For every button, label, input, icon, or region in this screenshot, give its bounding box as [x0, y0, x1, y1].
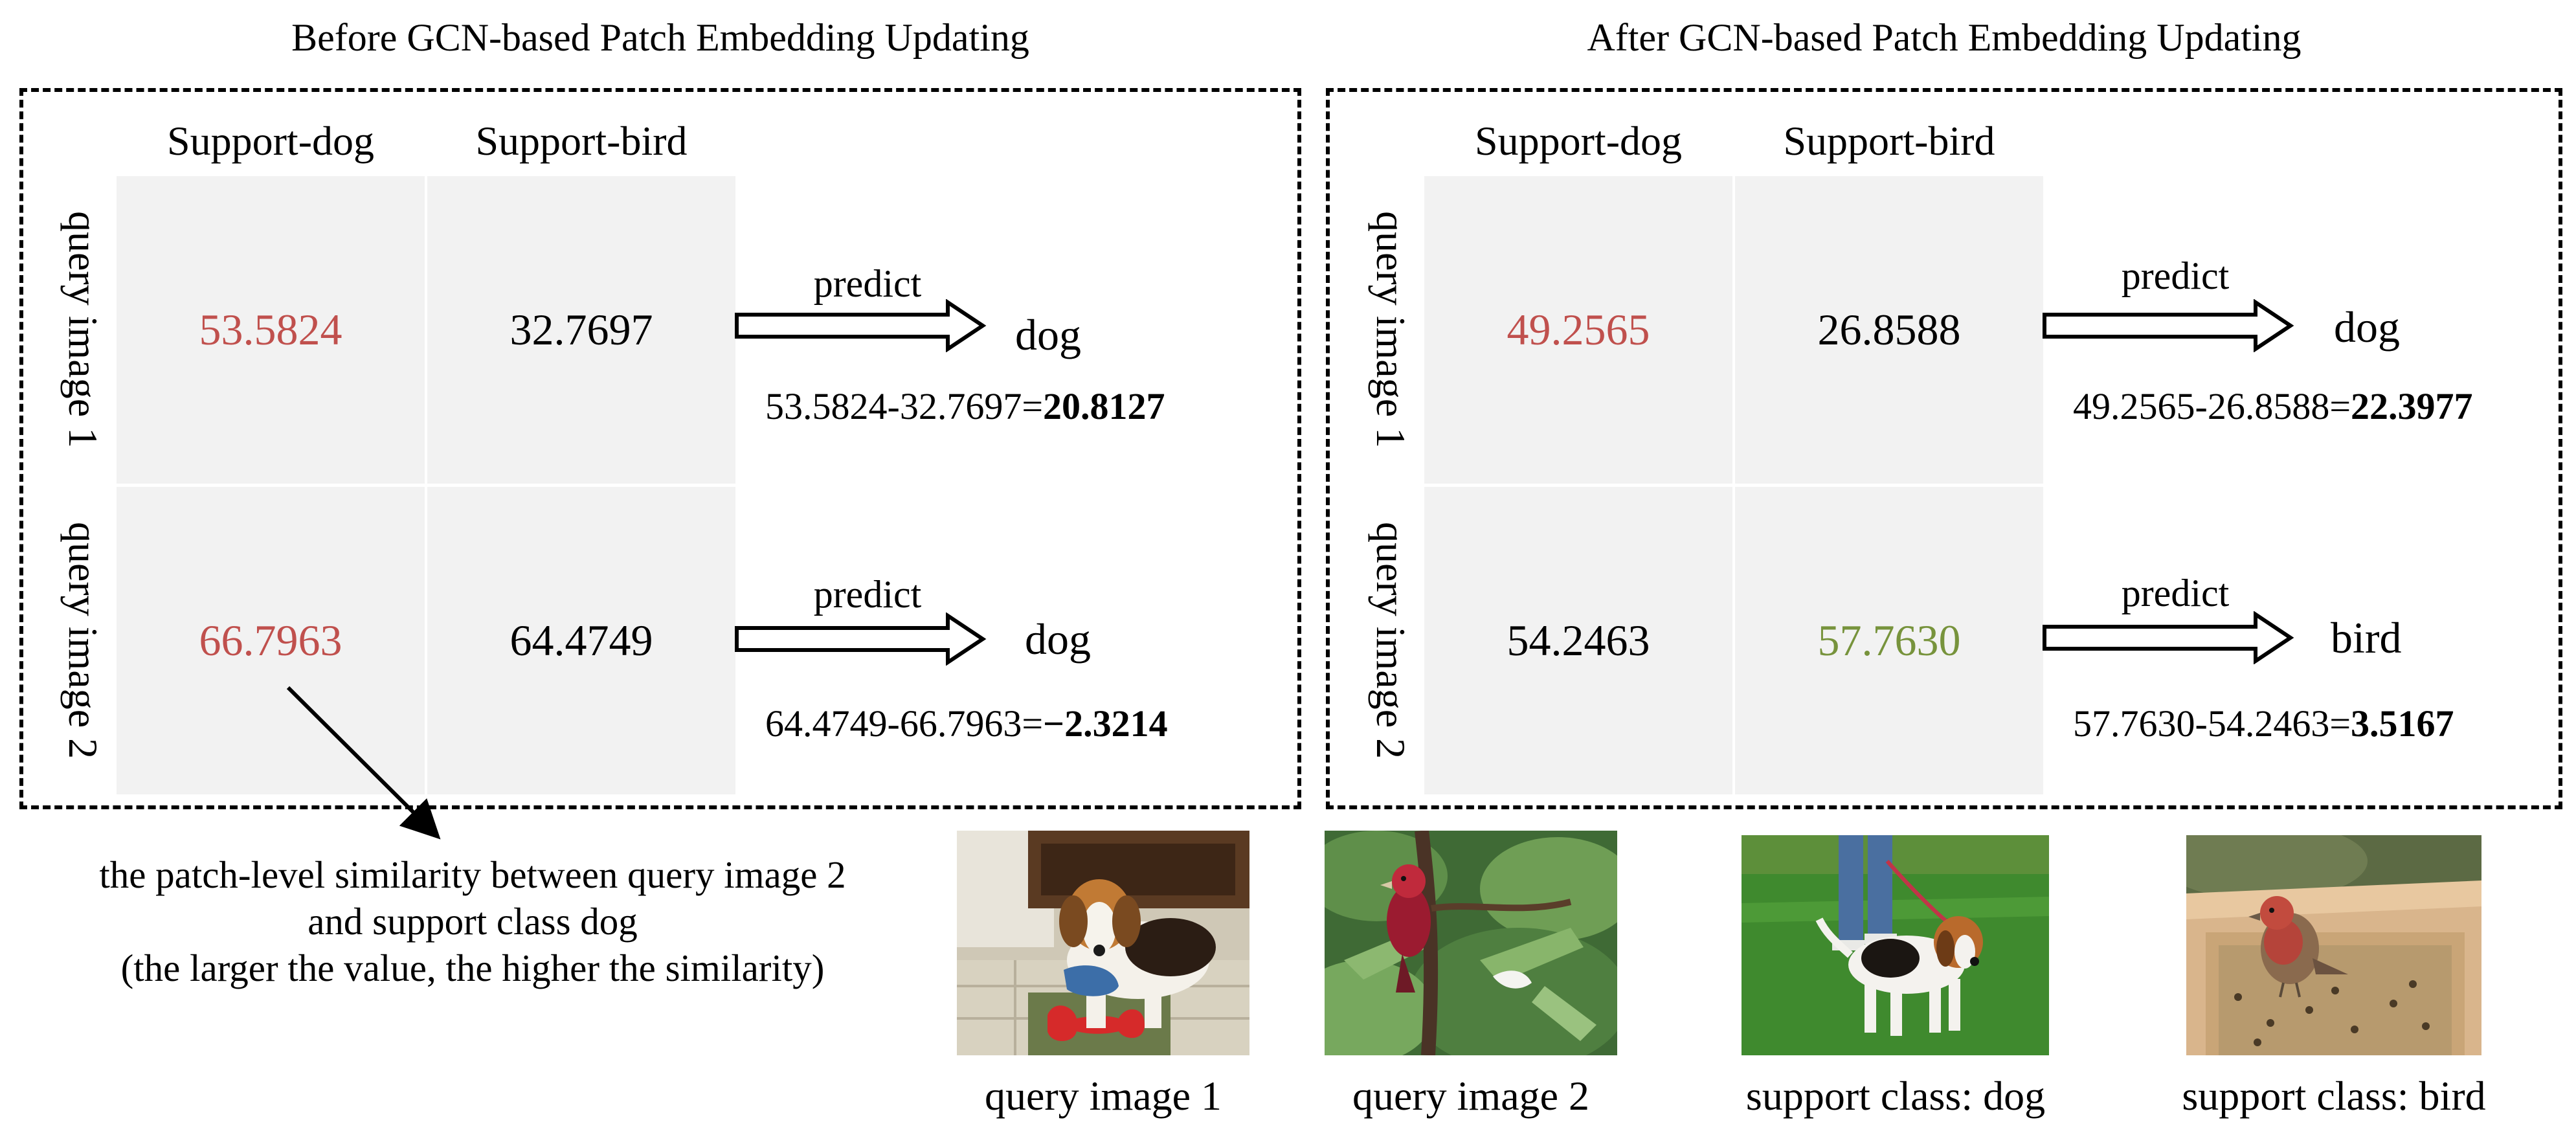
after-cell-q1-bird: 26.8588	[1735, 176, 2043, 484]
after-predict-arrow-2	[2043, 611, 2294, 664]
caption-support-bird: support class: bird	[2182, 1073, 2486, 1119]
before-predict-arrow-1	[735, 299, 987, 352]
before-predict-label-1: predict	[813, 262, 922, 305]
before-equation-1: 53.5824-32.7697=20.8127	[765, 385, 1165, 427]
before-predict-arrow-2	[735, 612, 987, 666]
after-panel-frame	[1326, 88, 2562, 809]
before-cell-q2-bird: 64.4749	[427, 487, 735, 794]
after-col-header-bird: Support-bird	[1783, 118, 1995, 164]
before-prediction-1: dog	[1015, 310, 1081, 359]
after-prediction-1: dog	[2334, 302, 2400, 352]
before-cell-q2-dog: 66.7963	[117, 487, 425, 794]
caption-query-image-1: query image 1	[984, 1073, 1222, 1119]
caption-query-image-2: query image 2	[1352, 1073, 1590, 1119]
after-cell-q2-dog: 54.2463	[1424, 487, 1732, 794]
after-equation-1: 49.2565-26.8588=22.3977	[2073, 385, 2473, 427]
annotation-line-3: (the larger the value, the higher the si…	[120, 947, 825, 989]
annotation-line-1: the patch-level similarity between query…	[99, 853, 846, 896]
annotation-text: the patch-level similarity between query…	[26, 851, 919, 991]
before-equation-2: 64.4749-66.7963=−2.3214	[765, 702, 1168, 745]
query-image-1-photo	[957, 831, 1249, 1055]
before-col-header-dog: Support-dog	[167, 118, 374, 164]
before-row-label-1: query image 1	[60, 211, 106, 449]
after-predict-label-1: predict	[2121, 254, 2230, 297]
before-cell-q1-bird: 32.7697	[427, 176, 735, 484]
support-dog-photo	[1742, 835, 2049, 1055]
after-row-label-1: query image 1	[1368, 211, 1414, 449]
after-col-header-dog: Support-dog	[1475, 118, 1682, 164]
after-panel-title: After GCN-based Patch Embedding Updating	[1587, 16, 2302, 59]
annotation-line-2: and support class dog	[308, 900, 638, 943]
before-prediction-2: dog	[1025, 614, 1091, 664]
before-row-label-2: query image 2	[60, 522, 106, 759]
support-bird-photo	[2186, 835, 2481, 1055]
after-cell-q2-bird: 57.7630	[1735, 487, 2043, 794]
caption-support-dog: support class: dog	[1745, 1073, 2046, 1119]
before-panel-frame	[19, 88, 1301, 809]
after-prediction-2: bird	[2331, 613, 2402, 662]
after-predict-arrow-1	[2043, 299, 2294, 352]
before-predict-label-2: predict	[813, 573, 922, 616]
before-panel-title: Before GCN-based Patch Embedding Updatin…	[291, 16, 1029, 59]
after-predict-label-2: predict	[2121, 572, 2230, 614]
after-equation-2: 57.7630-54.2463=3.5167	[2073, 702, 2454, 745]
before-col-header-bird: Support-bird	[475, 118, 688, 164]
after-cell-q1-dog: 49.2565	[1424, 176, 1732, 484]
after-row-label-2: query image 2	[1368, 522, 1414, 759]
before-cell-q1-dog: 53.5824	[117, 176, 425, 484]
query-image-2-photo	[1325, 831, 1617, 1055]
